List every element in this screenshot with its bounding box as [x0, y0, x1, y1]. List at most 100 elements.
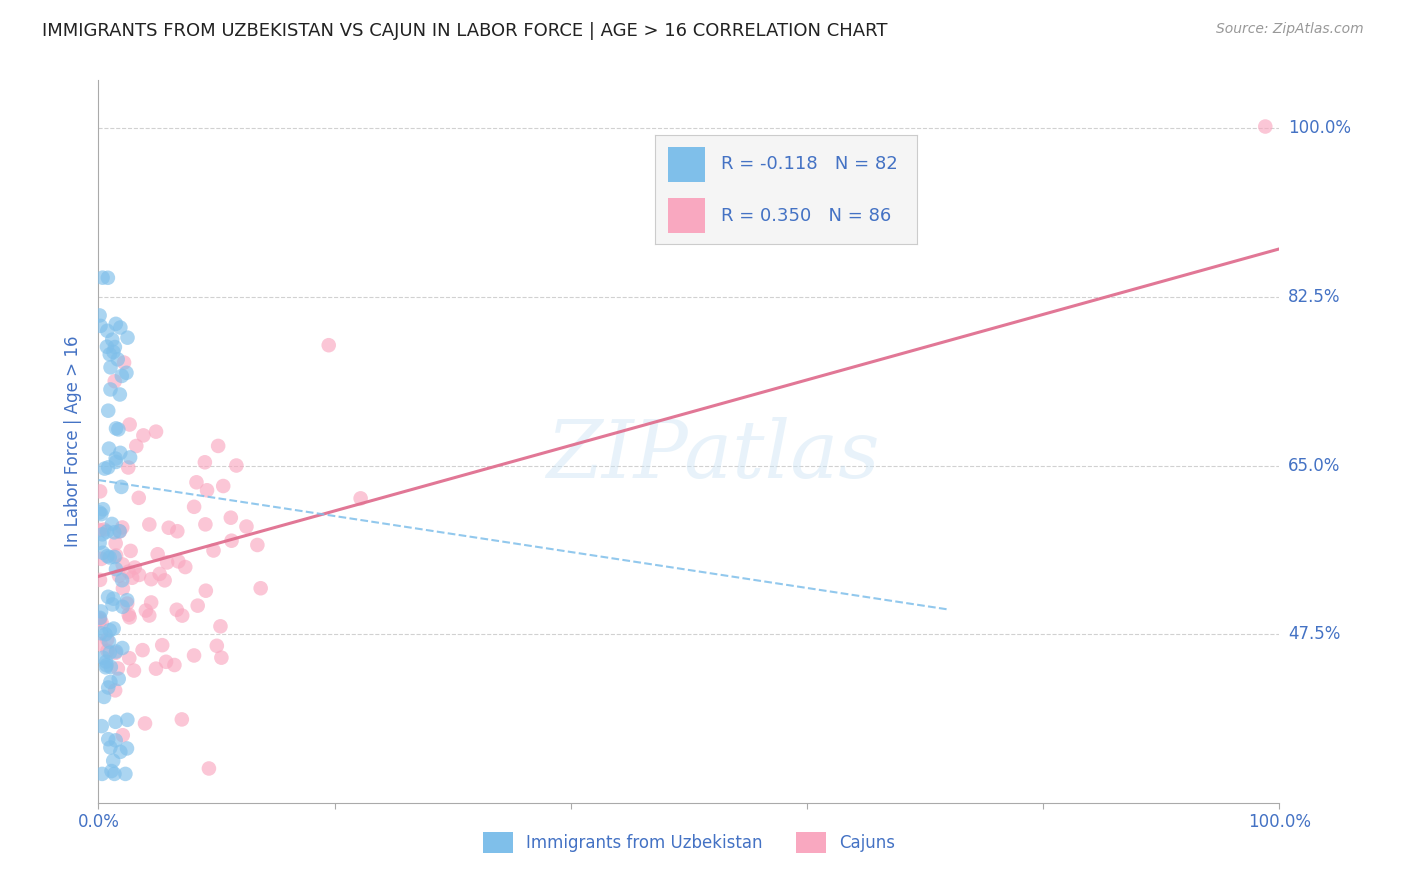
Point — [104, 714, 127, 729]
Point — [101, 333, 124, 347]
Text: R = -0.118   N = 82: R = -0.118 N = 82 — [721, 155, 897, 173]
Point — [202, 543, 225, 558]
Point — [93, 690, 115, 704]
Point — [166, 603, 188, 617]
Point — [131, 643, 153, 657]
Text: R = 0.350   N = 86: R = 0.350 N = 86 — [721, 207, 891, 225]
Point — [104, 683, 127, 698]
Point — [111, 558, 134, 572]
Point — [90, 626, 112, 640]
Point — [98, 624, 121, 638]
Point — [117, 460, 139, 475]
Point — [111, 640, 134, 655]
Point — [141, 572, 163, 586]
Point — [91, 270, 114, 285]
Point — [110, 446, 132, 460]
Point — [150, 638, 173, 652]
Point — [96, 340, 118, 354]
Point — [141, 595, 163, 609]
Point — [90, 615, 112, 630]
Point — [108, 568, 131, 582]
Point — [249, 581, 271, 595]
Point — [103, 767, 125, 781]
Bar — [668, 146, 704, 182]
Point — [149, 566, 172, 581]
Point — [167, 554, 190, 568]
Point — [187, 599, 209, 613]
Text: ZIPatlas: ZIPatlas — [546, 417, 879, 495]
Point — [120, 450, 142, 465]
Point — [170, 713, 193, 727]
Point — [90, 604, 112, 618]
Point — [107, 352, 129, 367]
Legend: Immigrants from Uzbekistan, Cajuns: Immigrants from Uzbekistan, Cajuns — [477, 826, 901, 860]
Point — [114, 767, 136, 781]
Point — [100, 383, 122, 397]
Point — [91, 527, 114, 541]
Point — [108, 524, 131, 539]
Point — [205, 639, 228, 653]
Point — [209, 650, 232, 665]
Point — [111, 520, 134, 534]
Point — [104, 374, 127, 388]
Point — [97, 732, 120, 747]
Point — [91, 546, 114, 560]
Point — [194, 583, 217, 598]
Point — [174, 560, 197, 574]
Point — [318, 338, 340, 352]
Point — [104, 340, 127, 354]
Point — [90, 318, 112, 333]
Point — [349, 491, 371, 506]
Point — [97, 270, 120, 285]
Point — [91, 502, 114, 516]
Point — [97, 590, 120, 604]
Point — [118, 417, 141, 432]
Point — [93, 461, 115, 475]
Point — [91, 767, 114, 781]
Point — [157, 521, 180, 535]
Point — [96, 324, 118, 338]
Point — [110, 745, 132, 759]
Point — [96, 658, 118, 673]
Text: 100.0%: 100.0% — [1288, 120, 1351, 137]
Point — [104, 562, 127, 576]
Text: Source: ZipAtlas.com: Source: ZipAtlas.com — [1216, 22, 1364, 37]
Point — [117, 565, 139, 579]
Bar — [668, 198, 704, 234]
Point — [111, 599, 134, 614]
Point — [100, 764, 122, 778]
Point — [103, 622, 125, 636]
Point — [90, 637, 112, 651]
Point — [111, 368, 134, 383]
Text: 65.0%: 65.0% — [1288, 457, 1340, 475]
Point — [105, 644, 128, 658]
Point — [209, 619, 232, 633]
Point — [94, 660, 117, 674]
Point — [118, 651, 141, 665]
Point — [97, 403, 120, 417]
Point — [225, 458, 247, 473]
Y-axis label: In Labor Force | Age > 16: In Labor Force | Age > 16 — [65, 335, 83, 548]
Point — [111, 728, 134, 742]
Point — [96, 644, 118, 658]
Point — [163, 658, 186, 673]
Point — [108, 524, 131, 539]
Point — [132, 428, 155, 442]
Point — [128, 568, 150, 582]
Point — [118, 607, 141, 622]
Point — [96, 632, 118, 647]
Point — [100, 660, 122, 674]
Point — [104, 733, 127, 747]
Point — [100, 674, 122, 689]
Point — [194, 517, 217, 532]
Point — [98, 550, 121, 565]
Point — [195, 483, 218, 498]
Point — [128, 491, 150, 505]
Point — [89, 611, 111, 625]
Point — [97, 442, 120, 456]
Point — [98, 347, 121, 361]
Point — [111, 573, 134, 587]
Point — [138, 608, 160, 623]
Point — [117, 331, 139, 345]
Point — [94, 627, 117, 641]
